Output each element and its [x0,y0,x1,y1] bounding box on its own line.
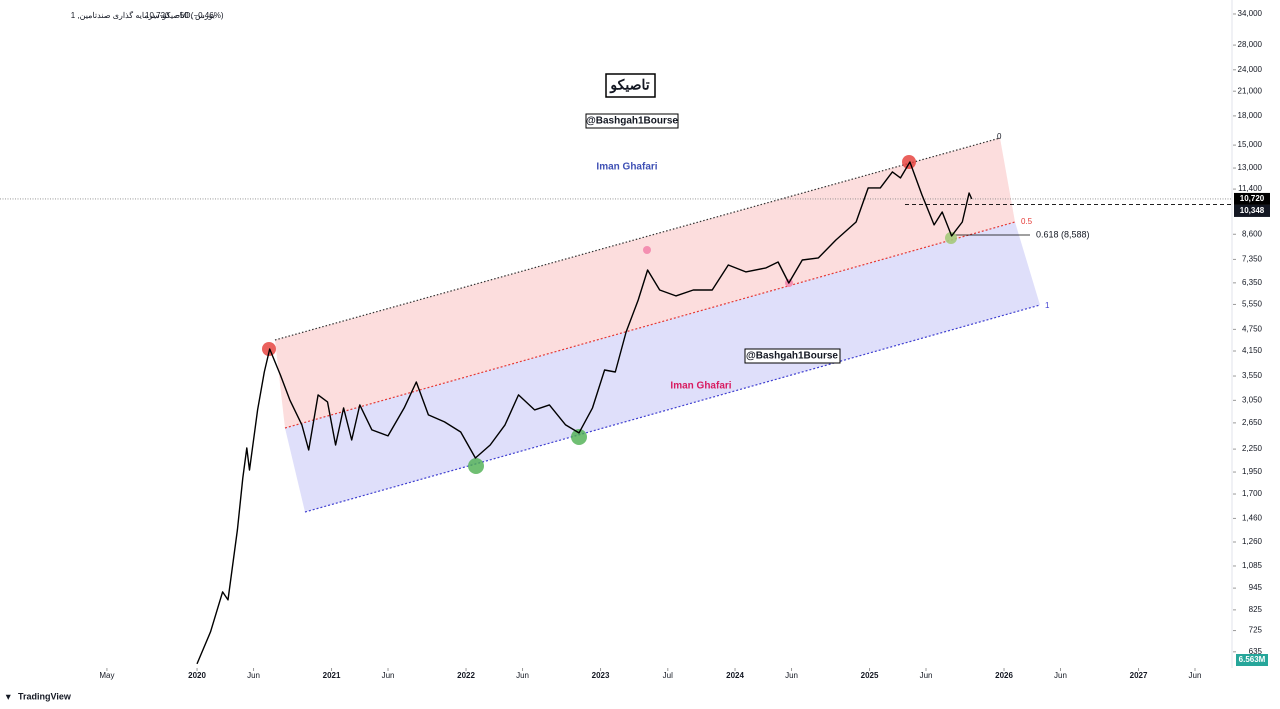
fib-line-05 [284,221,1016,429]
x-tick-label: Jun [920,671,933,680]
x-tick-label: 2023 [592,671,610,680]
y-tick-label: 945 [1249,583,1263,592]
volume-label: 6.563M [1239,655,1266,664]
brand: TradingView [18,691,72,701]
price-line [196,161,973,665]
y-tick-label: 8,600 [1242,229,1263,238]
symbol: تاصیکو-سرمایه گذاری صندتامین, 1D, بورس [71,10,215,20]
last-price-label: 10,720 [1240,194,1265,203]
logo-text: تاصیکو [609,77,649,94]
watermark: @Bashgah1Bourse [586,116,678,127]
y-tick-label: 13,000 [1238,163,1263,172]
fib-label: 0 [997,132,1002,141]
y-tick-label: 6,350 [1242,278,1263,287]
x-tick-label: Jun [382,671,395,680]
x-tick-label: Jun [785,671,798,680]
x-tick-label: 2020 [188,671,206,680]
fib-618-label: 0.618 (8,588) [1036,229,1090,239]
watermark-box [585,113,679,129]
y-tick-label: 635 [1249,647,1263,656]
x-tick-label: Jun [1189,671,1202,680]
marker [945,232,957,244]
logo-box [605,73,656,98]
y-tick-label: 4,150 [1242,346,1263,355]
x-tick-label: 2025 [861,671,879,680]
change: −50 (−0.46%) [175,11,224,20]
x-tick-label: 2026 [995,671,1013,680]
y-tick-label: 1,460 [1242,514,1263,523]
y-tick-label: 3,050 [1242,395,1263,404]
y-tick-label: 21,000 [1238,86,1263,95]
fib-line-1 [304,304,1041,513]
prev-price-box [1234,204,1270,217]
y-tick-label: 7,350 [1242,255,1263,264]
y-tick-label: 1,950 [1242,467,1263,476]
x-tick-label: Jun [247,671,260,680]
fib-label: 0.5 [1021,217,1033,226]
prev-price-label: 10,348 [1240,206,1265,215]
y-tick-label: 1,260 [1242,537,1263,546]
x-tick-label: May [99,671,114,680]
y-tick-label: 2,650 [1242,418,1263,427]
y-tick-label: 34,000 [1238,9,1263,18]
x-tick-label: 2027 [1130,671,1148,680]
y-tick-label: 3,550 [1242,371,1263,380]
author: Iman Ghafari [670,381,731,392]
watermark: @Bashgah1Bourse [746,351,838,362]
volume-box [1236,654,1268,666]
y-tick-label: 1,700 [1242,489,1263,498]
x-tick-label: 2022 [457,671,475,680]
fib-label: 1 [1045,301,1050,310]
x-tick-label: Jun [516,671,529,680]
marker [643,246,651,254]
y-tick-label: 18,000 [1238,111,1263,120]
close: 10,720 [145,11,170,20]
marker [902,155,916,169]
last-price-box [1234,192,1270,205]
y-tick-label: 2,250 [1242,444,1263,453]
marker [571,429,587,445]
y-tick-label: 4,750 [1242,324,1263,333]
fib-line-0 [274,137,1001,341]
fib-zone-upper [275,138,1015,428]
y-tick-label: 725 [1249,626,1263,635]
brand-icon: ▾ [5,691,11,701]
fib-zone-lower [285,222,1040,512]
author: Iman Ghafari [596,162,657,173]
x-tick-label: Jun [1054,671,1067,680]
y-tick-label: 24,000 [1238,65,1263,74]
y-tick-label: 1,085 [1242,561,1263,570]
watermark-box [744,348,841,364]
y-tick-label: 28,000 [1238,40,1263,49]
y-tick-label: 5,550 [1242,300,1263,309]
x-tick-label: Jul [663,671,673,680]
marker [468,458,484,474]
y-tick-label: 11,400 [1238,184,1262,193]
y-tick-label: 15,000 [1238,140,1263,149]
y-tick-label: 825 [1249,605,1263,614]
x-tick-label: 2021 [323,671,341,680]
x-tick-label: 2024 [726,671,744,680]
